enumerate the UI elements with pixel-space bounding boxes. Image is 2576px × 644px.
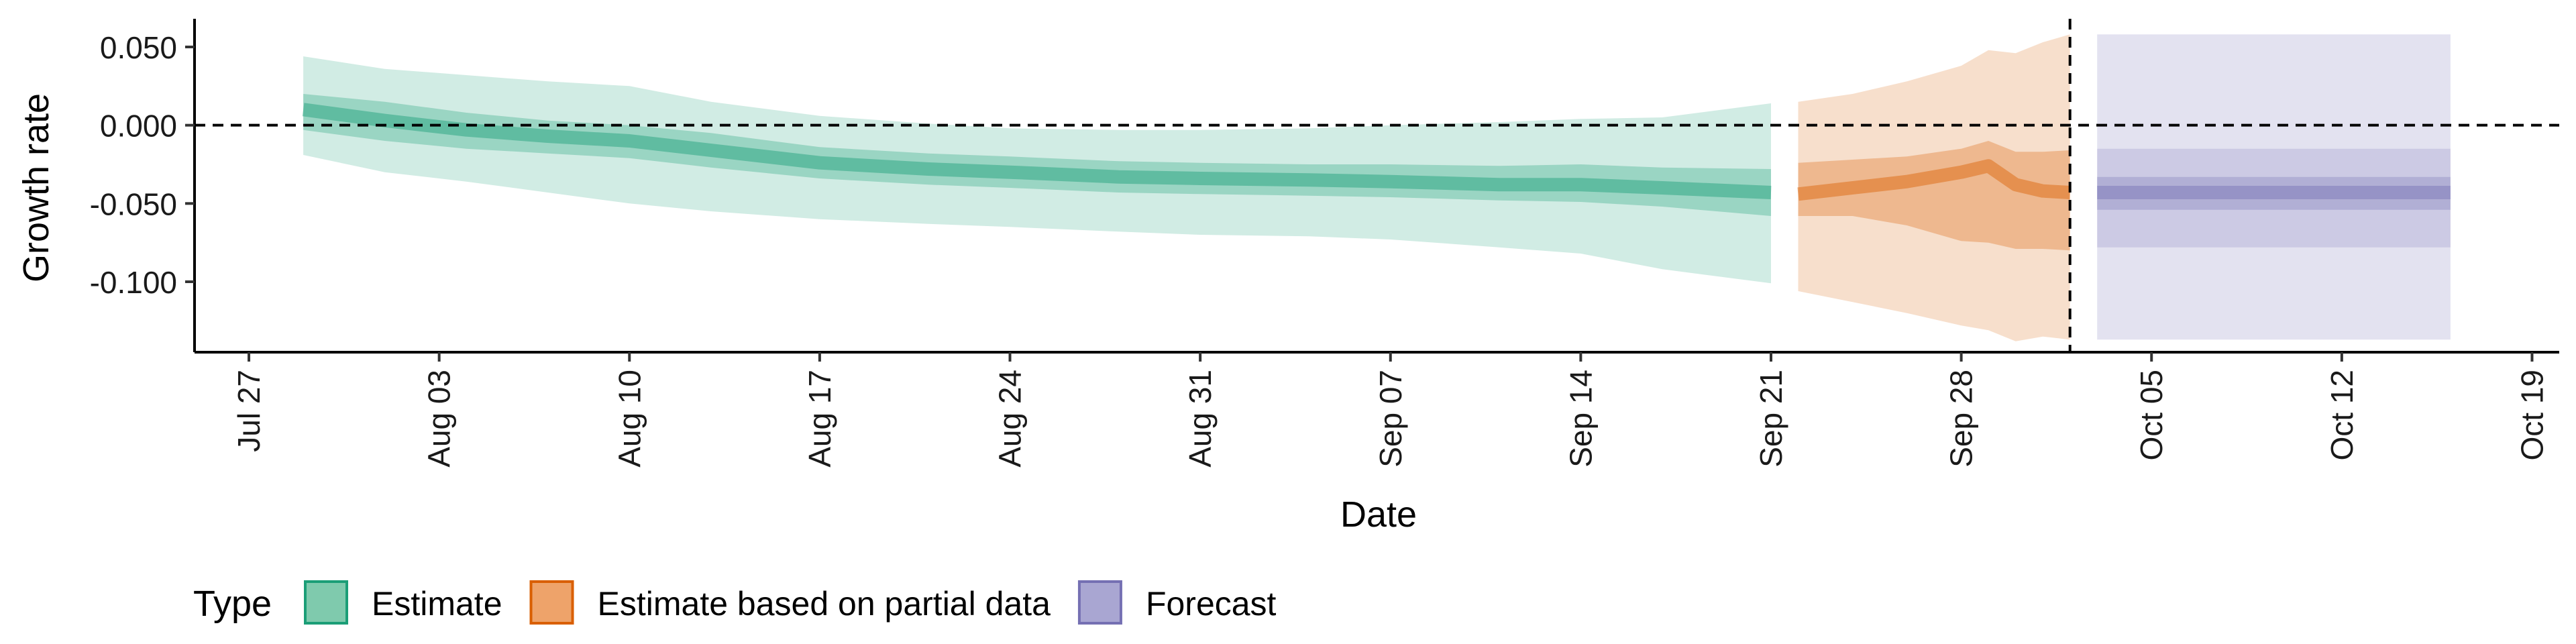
x-tick-label: Oct 05 [2134, 370, 2169, 461]
x-tick-label: Sep 14 [1563, 370, 1598, 468]
x-tick-label: Aug 10 [612, 370, 647, 468]
axis-titles: Date Growth rate [16, 93, 1417, 535]
forecast-50-band [2097, 176, 2451, 210]
legend-swatch-forecast [1077, 580, 1122, 625]
forecast-90-band [2097, 148, 2451, 248]
legend-title: Type [193, 584, 272, 624]
x-tick-label: Jul 27 [231, 370, 266, 452]
x-tick-label: Aug 17 [802, 370, 837, 468]
uncertainty-bands [302, 34, 2451, 341]
legend: Type Estimate Estimate based on partial d… [193, 580, 1277, 625]
x-axis-title: Date [1340, 494, 1417, 535]
axes: 0.050 0.000 -0.050 -0.100 Jul 27 Aug 03 Aug 10… [90, 19, 2559, 468]
legend-swatch-estimate [304, 580, 348, 625]
y-tick-label: -0.100 [90, 265, 177, 300]
x-tick-label: Sep 28 [1944, 370, 1979, 468]
y-tick-label: 0.000 [100, 109, 177, 144]
forecast-outer-band [2097, 34, 2451, 340]
x-tick-label: Aug 24 [993, 370, 1028, 468]
y-axis-title: Growth rate [16, 93, 56, 282]
estimate-based-on-partial-data-median-line [1797, 159, 2071, 201]
y-tick-label: -0.050 [90, 186, 177, 221]
x-tick-label: Aug 03 [422, 370, 457, 468]
legend-label-estimate: Estimate [372, 585, 502, 623]
legend-label-forecast: Forecast [1146, 585, 1277, 623]
estimate-50-band [303, 94, 1771, 216]
legend-label-estimate-based-on-partial-data: Estimate based on partial data [598, 585, 1051, 623]
estimate-based-on-partial-data-90-band [1798, 34, 2070, 341]
x-tick-label: Oct 19 [2515, 370, 2550, 461]
reference-lines [195, 19, 2559, 352]
estimate-90-band [303, 56, 1771, 284]
estimate-based-on-partial-data-50-band [1798, 141, 2070, 251]
x-tick-label: Aug 31 [1183, 370, 1218, 468]
x-tick-label: Sep 07 [1373, 370, 1408, 468]
estimate-median-line [302, 103, 1772, 199]
x-tick-label: Sep 21 [1754, 370, 1788, 468]
legend-swatch-estimate-based-on-partial-data [529, 580, 574, 625]
y-tick-label: 0.050 [100, 30, 177, 65]
x-tick-label: Oct 12 [2324, 370, 2359, 461]
